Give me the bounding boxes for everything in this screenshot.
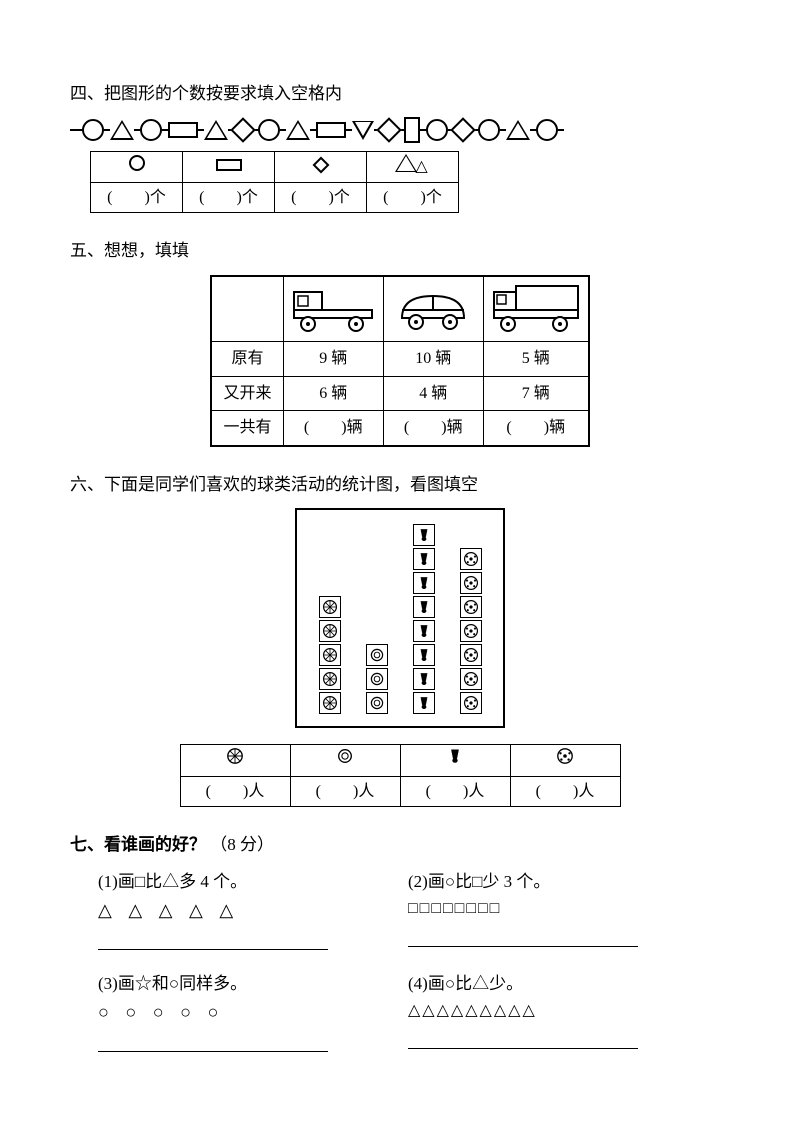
truck-flatbed-icon: [283, 276, 383, 342]
truck-box-icon: [483, 276, 589, 342]
q5-cell: 4 辆: [383, 376, 483, 411]
q6-blank: ( )人: [180, 776, 290, 807]
q5-row-label: 又开来: [211, 376, 283, 411]
table-row: [211, 276, 589, 342]
q4-header-triangle: △: [367, 152, 459, 183]
q5-cell: 7 辆: [483, 376, 589, 411]
q7-title: 七、看谁画的好？: [70, 835, 206, 854]
answer-line: [98, 1034, 328, 1052]
q5-cell: ( )辆: [483, 411, 589, 446]
q7-item-label: (3)画☆和○同样多。: [98, 970, 368, 997]
q6-answer-table: ( )人 ( )人 ( )人 ( )人: [180, 744, 621, 807]
question-5: 五、想想，填填 原有 9 辆 10 辆 5 辆 又开来 6 辆 4 辆 7 辆: [70, 237, 730, 446]
table-row: ( )人 ( )人 ( )人 ( )人: [180, 776, 620, 807]
q6-heading: 六、下面是同学们喜欢的球类活动的统计图，看图填空: [70, 471, 730, 498]
q7-row: (3)画☆和○同样多。 ○ ○ ○ ○ ○ (4)画○比△少。 △△△△△△△△…: [98, 970, 730, 1066]
q5-cell: 10 辆: [383, 342, 483, 377]
q7-item-1: (1)画□比△多 4 个。 △ △ △ △ △: [98, 868, 368, 964]
q7-item-shapes: △△△△△△△△△: [408, 998, 678, 1024]
q4-blank: ( )个: [367, 182, 459, 213]
q7-item-shapes: ○ ○ ○ ○ ○: [98, 998, 368, 1027]
question-7: 七、看谁画的好？ （8 分） (1)画□比△多 4 个。 △ △ △ △ △ (…: [70, 831, 730, 1066]
shuttlecock-icon: [400, 745, 510, 777]
q5-table: 原有 9 辆 10 辆 5 辆 又开来 6 辆 4 辆 7 辆 一共有 ( )辆…: [210, 275, 590, 447]
table-row: 又开来 6 辆 4 辆 7 辆: [211, 376, 589, 411]
table-row: ( )个 ( )个 ( )个 ( )个: [91, 182, 459, 213]
q7-row: (1)画□比△多 4 个。 △ △ △ △ △ (2)画○比□少 3 个。 □□…: [98, 868, 730, 964]
ring-icon: [290, 745, 400, 777]
q7-heading: 七、看谁画的好？ （8 分）: [70, 831, 730, 858]
question-6: 六、下面是同学们喜欢的球类活动的统计图，看图填空 ( )人 ( )人 ( )人 …: [70, 471, 730, 807]
table-row: 原有 9 辆 10 辆 5 辆: [211, 342, 589, 377]
q5-cell: 5 辆: [483, 342, 589, 377]
q5-cell: ( )辆: [283, 411, 383, 446]
q6-blank: ( )人: [510, 776, 620, 807]
q4-header-rect: [183, 152, 275, 183]
table-row: [180, 745, 620, 777]
q7-item-label: (2)画○比□少 3 个。: [408, 868, 678, 895]
q4-blank: ( )个: [275, 182, 367, 213]
q7-points: （8 分）: [210, 835, 274, 854]
q5-cell: ( )辆: [383, 411, 483, 446]
q7-item-2: (2)画○比□少 3 个。 □□□□□□□□: [408, 868, 678, 964]
q4-blank: ( )个: [91, 182, 183, 213]
q4-table: △ ( )个 ( )个 ( )个 ( )个: [90, 151, 459, 213]
q7-item-label: (1)画□比△多 4 个。: [98, 868, 368, 895]
answer-line: [408, 929, 638, 947]
q5-row-label: 原有: [211, 342, 283, 377]
q6-blank: ( )人: [400, 776, 510, 807]
q7-item-shapes: □□□□□□□□: [408, 896, 678, 922]
q4-heading: 四、把图形的个数按要求填入空格内: [70, 80, 730, 107]
q5-blank-corner: [211, 276, 283, 342]
car-icon: [383, 276, 483, 342]
soccer-icon: [510, 745, 620, 777]
q5-heading: 五、想想，填填: [70, 237, 730, 264]
answer-line: [408, 1031, 638, 1049]
q4-blank: ( )个: [183, 182, 275, 213]
table-row: 一共有 ( )辆 ( )辆 ( )辆: [211, 411, 589, 446]
q7-item-4: (4)画○比△少。 △△△△△△△△△: [408, 970, 678, 1066]
question-4: 四、把图形的个数按要求填入空格内 △ ( )个 ( )个 ( )个 ( )个: [70, 80, 730, 213]
q6-pictograph-chart: [295, 508, 505, 728]
q6-blank: ( )人: [290, 776, 400, 807]
q5-cell: 9 辆: [283, 342, 383, 377]
q4-shape-sequence: [70, 117, 730, 143]
q5-row-label: 一共有: [211, 411, 283, 446]
q5-cell: 6 辆: [283, 376, 383, 411]
q4-header-diamond: [275, 152, 367, 183]
basketball-icon: [180, 745, 290, 777]
q7-item-3: (3)画☆和○同样多。 ○ ○ ○ ○ ○: [98, 970, 368, 1066]
table-row: △: [91, 152, 459, 183]
answer-line: [98, 932, 328, 950]
q7-item-shapes: △ △ △ △ △: [98, 896, 368, 925]
q4-header-circle: [91, 152, 183, 183]
q7-item-label: (4)画○比△少。: [408, 970, 678, 997]
